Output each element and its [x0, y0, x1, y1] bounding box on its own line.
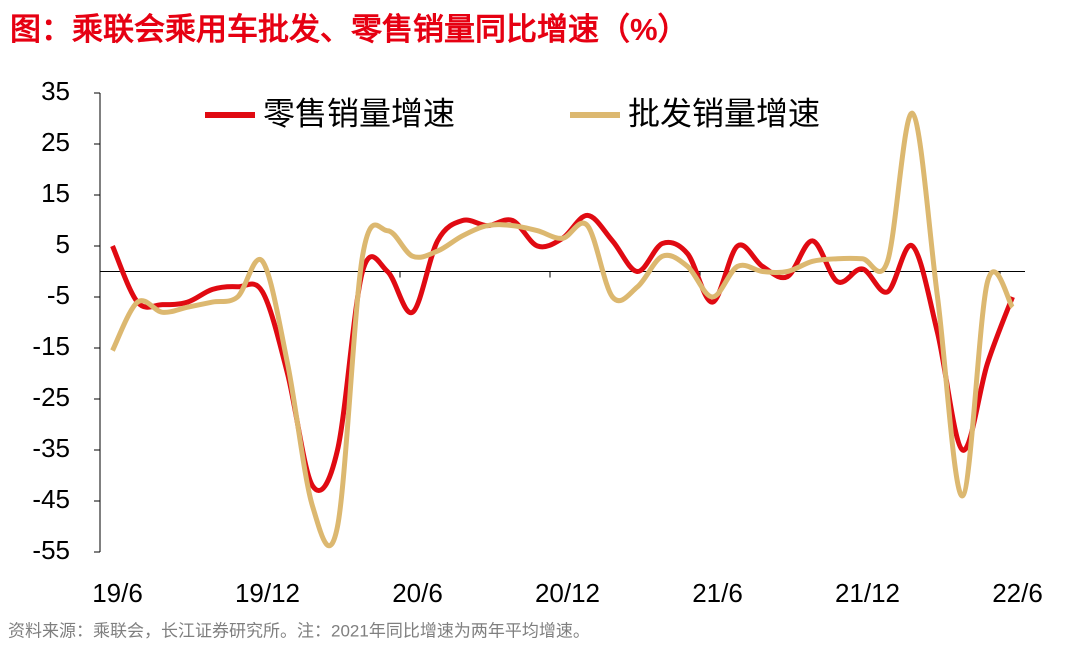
chart-title: 图：乘联会乘用车批发、零售销量同比增速（%） [10, 12, 689, 47]
series-line [110, 212, 1015, 493]
x-tick-label: 21/12 [835, 578, 900, 608]
y-tick-label: -45 [32, 484, 70, 514]
legend-label: 零售销量增速 [263, 95, 455, 131]
y-tick-label: -25 [32, 382, 70, 412]
x-tick-label: 20/6 [392, 578, 443, 608]
y-tick-label: -35 [32, 433, 70, 463]
series-line [110, 110, 1015, 549]
x-tick-label: 19/6 [92, 578, 143, 608]
x-tick-label: 21/6 [692, 578, 743, 608]
y-tick-label: 5 [56, 229, 70, 259]
y-tick-label: 15 [41, 178, 70, 208]
source-note: 资料来源：乘联会，长江证券研究所。注：2021年同比增速为两年平均增速。 [8, 621, 590, 640]
y-tick-label: 35 [41, 76, 70, 106]
y-tick-label: -5 [47, 280, 70, 310]
y-tick-label: -55 [32, 535, 70, 565]
x-tick-label: 19/12 [235, 578, 300, 608]
legend-label: 批发销量增速 [628, 95, 820, 131]
x-tick-label: 22/6 [992, 578, 1043, 608]
y-tick-label: 25 [41, 127, 70, 157]
x-tick-label: 20/12 [535, 578, 600, 608]
y-tick-label: -15 [32, 331, 70, 361]
